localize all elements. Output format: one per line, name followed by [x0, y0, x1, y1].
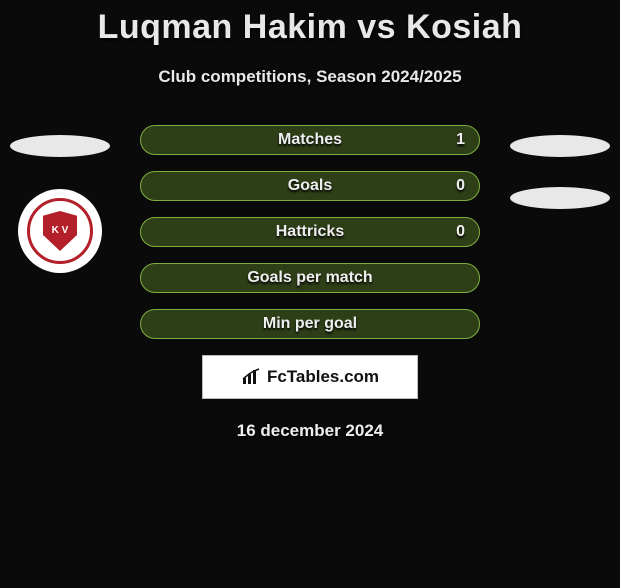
player-left-photo-placeholder: [10, 135, 110, 157]
brand-text: FcTables.com: [267, 367, 379, 387]
brand-box[interactable]: FcTables.com: [202, 355, 418, 399]
comparison-panel: K V Matches 1 Goals 0 Hattricks 0 Goals per ma…: [0, 125, 620, 441]
club-badge-left: K V: [18, 189, 102, 273]
stat-row: Matches 1: [140, 125, 480, 155]
stat-row: Min per goal: [140, 309, 480, 339]
stat-label: Hattricks: [276, 223, 344, 241]
player-right-photo-placeholder-1: [510, 135, 610, 157]
stat-value-right: 0: [456, 223, 465, 241]
stat-value-right: 1: [456, 131, 465, 149]
club-shield-icon: K V: [43, 211, 77, 251]
date-text: 16 december 2024: [0, 421, 620, 441]
stat-value-right: 0: [456, 177, 465, 195]
club-badge-letters: K V: [52, 226, 69, 236]
stat-row: Goals 0: [140, 171, 480, 201]
stat-label: Goals: [288, 177, 332, 195]
stat-label: Min per goal: [263, 315, 357, 333]
stat-rows: Matches 1 Goals 0 Hattricks 0 Goals per match M…: [140, 125, 480, 339]
stat-row: Hattricks 0: [140, 217, 480, 247]
stat-label: Matches: [278, 131, 342, 149]
page-title: Luqman Hakim vs Kosiah: [0, 8, 620, 47]
stat-row: Goals per match: [140, 263, 480, 293]
player-right-photo-placeholder-2: [510, 187, 610, 209]
chart-icon: [241, 368, 261, 386]
stat-label: Goals per match: [247, 269, 372, 287]
subtitle: Club competitions, Season 2024/2025: [0, 67, 620, 87]
